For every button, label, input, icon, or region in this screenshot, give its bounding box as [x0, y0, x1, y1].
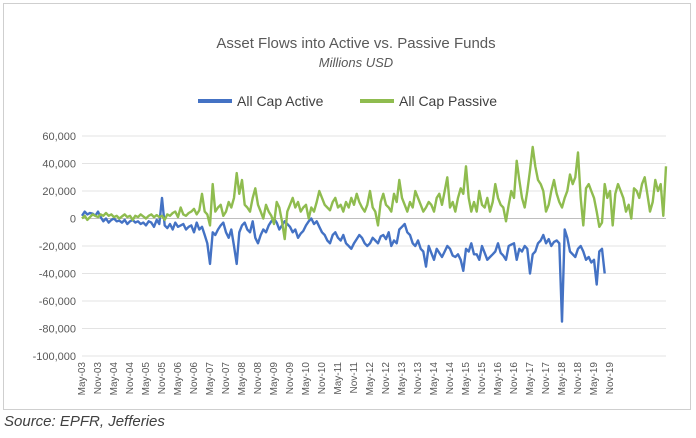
x-tick-label: May-19 [589, 362, 600, 396]
x-tick-label: Nov-09 [285, 362, 296, 395]
x-tick-label: May-16 [493, 362, 504, 396]
x-tick-label: Nov-10 [317, 362, 328, 395]
legend-label-active: All Cap Active [237, 93, 324, 109]
x-tick-label: May-12 [365, 362, 376, 396]
x-tick-label: May-09 [269, 362, 280, 396]
y-tick-label: 20,000 [42, 186, 76, 198]
x-tick-label: May-04 [109, 362, 120, 396]
x-tick-label: May-06 [173, 362, 184, 396]
y-tick-label: -40,000 [39, 269, 76, 281]
x-tick-label: Nov-16 [509, 362, 520, 395]
x-tick-label: Nov-12 [381, 362, 392, 395]
x-tick-label: Nov-17 [541, 362, 552, 395]
legend-label-passive: All Cap Passive [399, 93, 497, 109]
series-line-active [80, 196, 606, 323]
x-tick-label: May-05 [141, 362, 152, 396]
chart-gridlines [82, 135, 666, 357]
x-tick-label: May-03 [77, 362, 88, 396]
x-tick-label: Nov-04 [125, 362, 136, 395]
x-tick-label: Nov-14 [445, 362, 456, 395]
x-tick-label: Nov-15 [477, 362, 488, 395]
x-tick-label: May-14 [429, 362, 440, 396]
x-tick-label: May-07 [205, 362, 216, 396]
chart-legend: All Cap Active All Cap Passive [198, 93, 497, 109]
source-note: Source: EPFR, Jefferies [4, 413, 165, 430]
x-tick-label: Nov-11 [349, 362, 360, 394]
x-tick-label: Nov-13 [413, 362, 424, 395]
x-tick-label: Nov-06 [189, 362, 200, 395]
y-tick-label: 40,000 [42, 159, 76, 171]
y-tick-label: -20,000 [39, 241, 76, 253]
x-tick-label: Nov-05 [157, 362, 168, 395]
x-tick-label: May-15 [461, 362, 472, 396]
chart-canvas: 60,000 40,000 20,000 0 -20,000 -40,000 -60,000… [33, 35, 668, 396]
x-tick-label: May-10 [301, 362, 312, 396]
x-tick-label: May-17 [525, 362, 536, 396]
series-line-passive [81, 145, 668, 241]
x-tick-label: Nov-07 [221, 362, 232, 395]
x-tick-label: Nov-03 [93, 362, 104, 395]
chart-title: Asset Flows into Active vs. Passive Fund… [216, 35, 495, 52]
x-tick-label: May-13 [397, 362, 408, 396]
chart-subtitle: Millions USD [319, 55, 393, 70]
chart-series-lines [80, 145, 668, 323]
y-tick-label: 0 [70, 214, 76, 226]
x-tick-label: May-08 [237, 362, 248, 396]
y-tick-label: -60,000 [39, 296, 76, 308]
x-tick-label: May-11 [333, 362, 344, 395]
x-tick-label: Nov-18 [573, 362, 584, 395]
y-axis-ticks: 60,000 40,000 20,000 0 -20,000 -40,000 -60,000… [33, 131, 76, 363]
y-tick-label: -80,000 [39, 324, 76, 336]
y-tick-label: -100,000 [33, 351, 76, 363]
chart-frame: 60,000 40,000 20,000 0 -20,000 -40,000 -60,000… [3, 3, 691, 410]
x-tick-label: May-18 [557, 362, 568, 396]
x-tick-label: Nov-08 [253, 362, 264, 395]
x-tick-label: Nov-19 [605, 362, 616, 395]
y-tick-label: 60,000 [42, 131, 76, 143]
x-axis-ticks: May-03 Nov-03 May-04 Nov-04 May-05 Nov-05 May-… [77, 362, 616, 396]
